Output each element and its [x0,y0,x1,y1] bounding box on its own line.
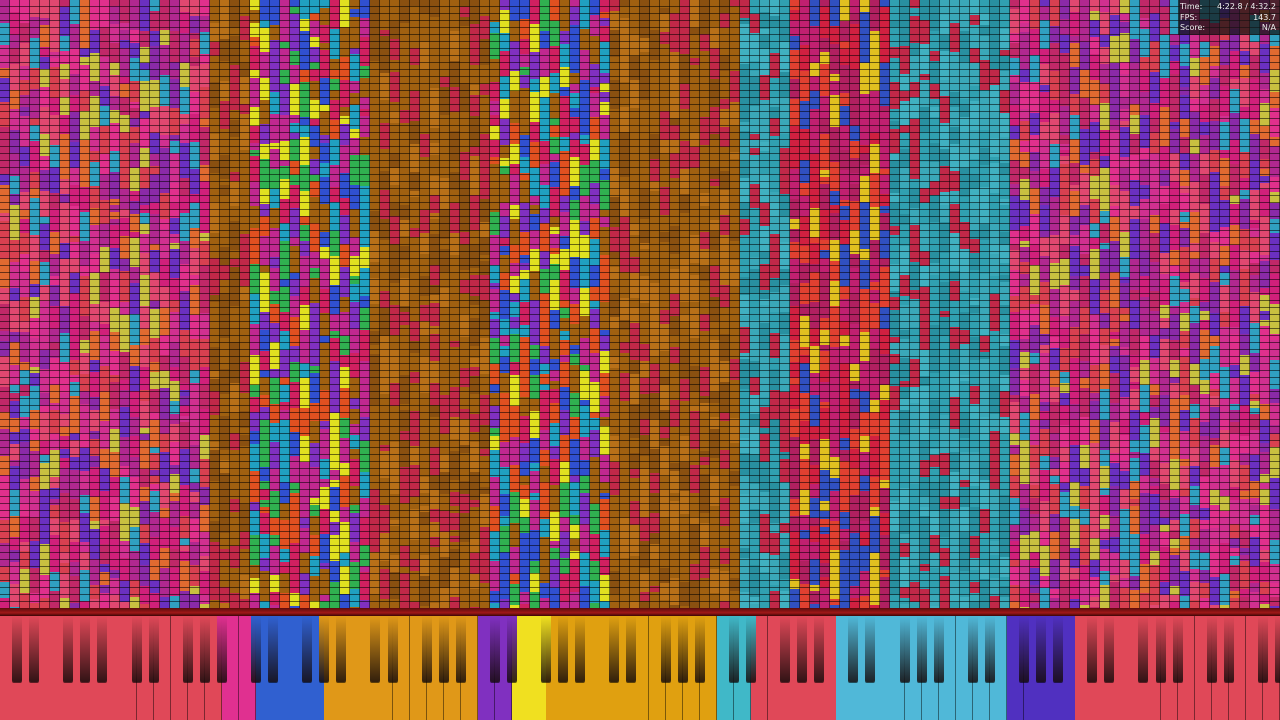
black-key [63,616,74,682]
black-key [507,616,517,682]
black-key [251,616,261,682]
black-key [1087,616,1098,682]
black-key [489,616,500,682]
black-key [12,616,23,682]
stat-value: 143.7 [1253,13,1276,22]
black-key [182,616,193,682]
stats-panel: Time: 4:22.8 / 4:32.2 FPS: 143.7 Score: … [1178,0,1280,35]
black-key [421,616,432,682]
stat-label: Score: [1180,23,1206,32]
black-key [1036,616,1047,682]
black-key [1257,616,1268,682]
black-key [626,616,637,682]
black-key [1138,616,1149,682]
black-key [336,616,347,682]
black-key [933,616,944,682]
black-key [984,616,995,682]
black-key [1275,616,1280,682]
black-key [29,616,40,682]
black-key [1206,616,1217,682]
black-key [575,616,586,682]
black-key [1155,616,1166,682]
black-key [302,616,313,682]
black-key [268,616,279,682]
black-key [80,616,91,682]
stat-value: N/A [1261,23,1276,32]
black-key [814,616,825,682]
black-key [541,616,552,682]
black-key [131,616,142,682]
black-key [1053,616,1064,682]
black-key [1172,616,1183,682]
black-key [438,616,449,682]
stats-row: Score: N/A [1180,23,1276,33]
stats-row: Time: 4:22.8 / 4:32.2 [1180,2,1276,12]
stat-value: 4:22.8 / 4:32.2 [1217,2,1276,11]
black-key [745,616,756,682]
black-key [694,616,705,682]
black-key [677,616,688,682]
black-key [728,616,739,682]
black-key [319,616,330,682]
black-key [797,616,808,682]
piano-keyboard [0,616,1280,720]
black-key [387,616,398,682]
black-key [916,616,927,682]
black-key [148,616,159,682]
note-grid-overlay [0,0,1280,610]
black-key [97,616,108,682]
black-key [967,616,978,682]
stats-row: FPS: 143.7 [1180,13,1276,23]
black-key [216,616,227,682]
stat-label: Time: [1180,2,1203,11]
black-key [660,616,671,682]
keyboard-top-bar [0,608,1280,616]
black-key [455,616,466,682]
black-key [1223,616,1234,682]
black-key [558,616,569,682]
stat-label: FPS: [1180,13,1198,22]
black-key [370,616,381,682]
black-key [199,616,210,682]
black-key [1019,616,1029,682]
black-key [780,616,791,682]
black-key [899,616,910,682]
black-key [1104,616,1115,682]
black-key [609,616,620,682]
black-key [865,616,876,682]
black-key [848,616,859,682]
